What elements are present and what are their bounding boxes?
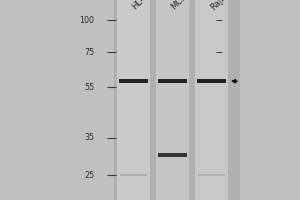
Bar	[195, 0, 228, 200]
Bar	[119, 79, 148, 83]
Text: 25: 25	[84, 171, 94, 180]
Bar	[197, 79, 226, 83]
Bar	[198, 174, 225, 176]
Text: 75: 75	[84, 48, 94, 57]
Text: Raji: Raji	[208, 0, 226, 12]
Text: 35: 35	[84, 133, 94, 142]
Bar	[114, 0, 240, 200]
Text: MCF-7: MCF-7	[169, 0, 194, 12]
Bar	[156, 0, 189, 200]
Text: 55: 55	[84, 83, 94, 92]
Bar	[117, 0, 150, 200]
Text: 100: 100	[80, 16, 94, 25]
Bar	[158, 79, 187, 83]
Bar	[120, 174, 147, 176]
Bar	[158, 153, 187, 157]
Text: HL-60: HL-60	[130, 0, 154, 12]
